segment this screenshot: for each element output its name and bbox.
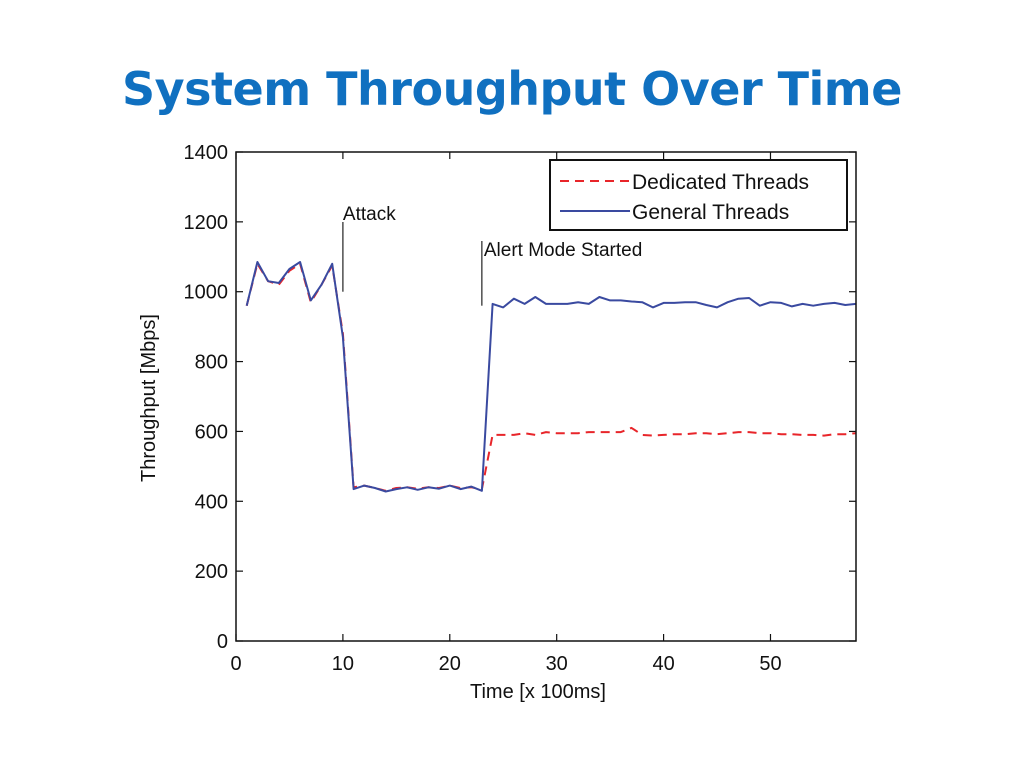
alert-mode-annotation: Alert Mode Started (484, 240, 642, 261)
x-tick-label: 0 (230, 653, 241, 675)
y-axis-label: Throughput [Mbps] (138, 314, 160, 482)
y-tick-label: 600 (195, 421, 228, 443)
x-tick-label: 20 (439, 653, 461, 675)
x-tick-label: 50 (759, 653, 781, 675)
attack-annotation: Attack (343, 204, 396, 225)
y-tick-label: 1000 (184, 282, 229, 304)
y-tick-label: 0 (217, 631, 228, 653)
y-tick-label: 1200 (184, 212, 229, 234)
x-tick-label: 30 (546, 653, 568, 675)
x-axis-label: Time [x 100ms] (470, 681, 606, 703)
legend-box (549, 159, 848, 231)
y-tick-label: 800 (195, 352, 228, 374)
x-tick-label: 10 (332, 653, 354, 675)
legend-label-dedicated: Dedicated Threads (632, 171, 809, 194)
legend: Dedicated Threads General Threads (549, 159, 848, 231)
legend-label-general: General Threads (632, 201, 789, 224)
x-tick-label: 40 (652, 653, 674, 675)
series-line-general (245, 261, 857, 493)
y-tick-label: 200 (195, 561, 228, 583)
y-tick-label: 1400 (184, 142, 229, 164)
axis-ticks: 0 10 20 30 40 50 0 200 400 600 800 1000 1200 1400 (184, 142, 856, 675)
series-layer (245, 261, 857, 493)
slide-title: System Throughput Over Time (122, 62, 902, 116)
plot-frame (235, 151, 857, 642)
annotations: Attack Alert Mode Started (342, 204, 642, 306)
y-tick-label: 400 (195, 491, 228, 513)
